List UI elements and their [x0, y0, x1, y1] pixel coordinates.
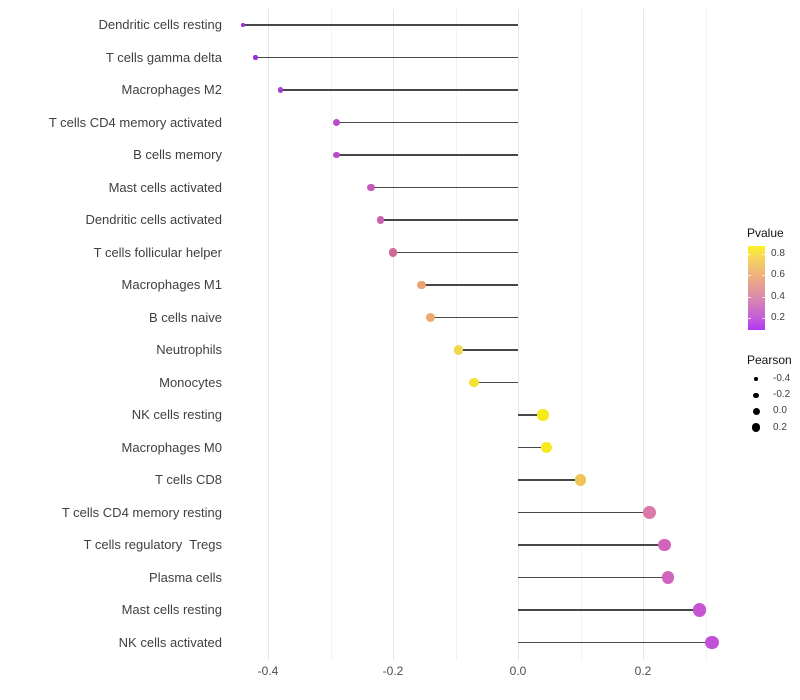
lollipop-dot	[416, 280, 426, 290]
lollipop-segment	[518, 414, 543, 416]
y-axis-label: T cells regulatory Tregs	[83, 537, 222, 552]
lollipop-segment	[336, 154, 518, 156]
lollipop-segment	[336, 121, 518, 124]
colorbar-tick-mark	[748, 318, 751, 320]
lollipop-segment	[518, 511, 650, 514]
lollipop-segment	[518, 609, 700, 611]
lollipop-dot	[642, 506, 656, 519]
colorbar-tick-mark	[762, 296, 765, 298]
lollipop-dot	[388, 248, 398, 257]
pearson-size-dot	[751, 423, 761, 432]
x-tick-label: -0.2	[382, 664, 404, 678]
colorbar-tick-mark	[762, 275, 765, 277]
gridline-minor	[580, 9, 582, 660]
gridline-minor	[330, 9, 332, 660]
y-axis-label: Mast cells activated	[108, 179, 222, 195]
y-axis-label: Neutrophils	[156, 342, 222, 357]
y-axis-label: Macrophages M0	[121, 439, 222, 455]
x-tick-label: 0.2	[634, 664, 652, 678]
colorbar-tick-mark	[762, 318, 765, 320]
lollipop-dot	[333, 119, 341, 126]
colorbar-tick-label: 0.4	[771, 290, 785, 302]
lollipop-dot	[425, 312, 435, 322]
y-axis-label: T cells gamma delta	[105, 49, 222, 65]
x-tick-label: 0.0	[509, 664, 527, 678]
colorbar-tick-mark	[748, 253, 751, 255]
lollipop-segment	[518, 446, 547, 449]
lollipop-segment	[380, 219, 518, 221]
pvalue-colorbar	[748, 246, 765, 330]
y-axis-label: B cells naive	[149, 309, 222, 325]
gridline-major	[268, 9, 269, 660]
legend-pearson-title: Pearson	[747, 353, 792, 367]
lollipop-dot	[277, 87, 284, 93]
lollipop-segment	[421, 284, 518, 286]
lollipop-segment	[474, 381, 518, 384]
lollipop-dot	[376, 216, 385, 224]
pearson-size-label: -0.2	[773, 389, 791, 401]
y-axis-label: T cells CD4 memory resting	[61, 504, 222, 520]
x-tick-label: -0.4	[257, 664, 279, 678]
y-axis-label: Macrophages M1	[121, 277, 222, 292]
gridline-minor	[705, 9, 707, 660]
colorbar-tick-mark	[748, 296, 751, 298]
y-axis-label: T cells follicular helper	[93, 244, 222, 260]
y-axis-label: NK cells activated	[118, 634, 222, 650]
pearson-size-label: 0.2	[773, 421, 787, 433]
lollipop-dot	[540, 441, 552, 454]
y-axis-label: Plasma cells	[149, 569, 222, 585]
y-axis-label: NK cells resting	[131, 407, 222, 422]
lollipop-segment	[518, 479, 581, 481]
lollipop-segment	[393, 251, 518, 254]
pearson-size-dot	[753, 392, 759, 398]
lollipop-segment	[243, 24, 518, 26]
legend-pvalue-title: Pvalue	[747, 226, 784, 240]
gridline-major	[393, 9, 394, 660]
lollipop-dot	[241, 23, 245, 27]
y-axis-label: Dendritic cells resting	[98, 17, 222, 32]
gridline-major	[518, 9, 519, 660]
colorbar-tick-label: 0.6	[771, 269, 785, 281]
lollipop-dot	[253, 55, 258, 60]
lollipop-dot	[692, 603, 706, 617]
colorbar-tick-mark	[748, 275, 751, 277]
y-axis-label: Macrophages M2	[121, 82, 222, 97]
lollipop-segment	[255, 56, 518, 59]
y-axis-label: Monocytes	[159, 374, 222, 390]
lollipop-segment	[518, 641, 712, 644]
lollipop-segment	[371, 186, 518, 189]
lollipop-dot	[658, 538, 672, 552]
colorbar-tick-label: 0.8	[771, 247, 785, 259]
y-axis-label: Mast cells resting	[121, 602, 222, 617]
gridline-major	[643, 9, 644, 660]
y-axis-label: Dendritic cells activated	[85, 212, 222, 227]
lollipop-dot	[574, 474, 587, 486]
pearson-size-label: 0.0	[773, 405, 787, 417]
colorbar-tick-label: 0.2	[771, 312, 785, 324]
lollipop-dot	[453, 345, 464, 355]
lollipop-dot	[469, 377, 480, 388]
y-axis-label: T cells CD4 memory activated	[48, 114, 222, 130]
y-axis-label: B cells memory	[133, 147, 222, 162]
lollipop-dot	[537, 409, 549, 421]
pearson-size-dot	[754, 377, 758, 381]
lollipop-segment	[518, 544, 665, 546]
lollipop-segment	[430, 316, 518, 319]
colorbar-tick-mark	[762, 253, 765, 255]
lollipop-dot	[661, 571, 675, 584]
lollipop-segment	[518, 576, 668, 579]
pearson-size-label: -0.4	[773, 373, 791, 384]
lollipop-segment	[280, 89, 518, 91]
gridline-minor	[455, 9, 457, 660]
y-axis-label: T cells CD8	[155, 472, 222, 487]
lollipop-dot	[704, 635, 719, 650]
lollipop-dot	[333, 151, 341, 159]
lollipop-dot	[367, 183, 375, 192]
lollipop-segment	[458, 349, 518, 351]
pearson-size-dot	[752, 407, 760, 415]
